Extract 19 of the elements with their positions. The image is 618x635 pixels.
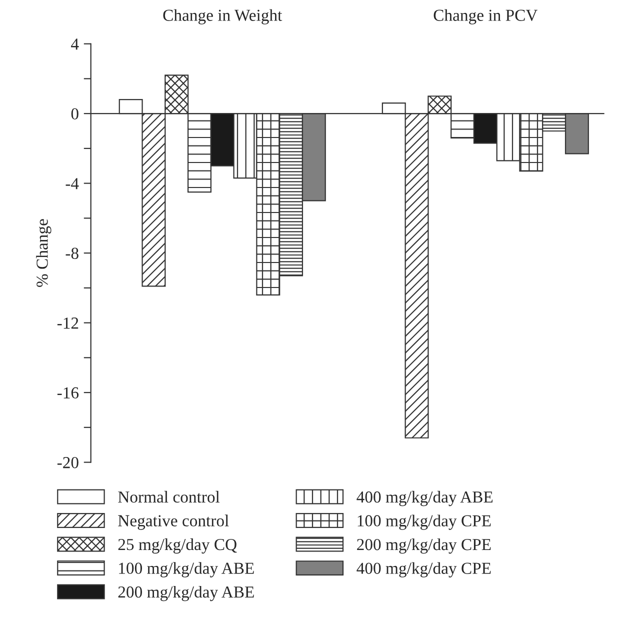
y-tick-label: -16 [57, 387, 79, 398]
y-axis-title: % Change [36, 219, 52, 287]
legend-label: Normal control [118, 490, 220, 503]
y-tick-label: -8 [66, 248, 78, 259]
legend-label: 400 mg/kg/day CPE [356, 562, 491, 578]
y-tick-label: -12 [57, 318, 78, 329]
x-tick-label: Change in PCV [434, 9, 538, 24]
legend-label: 200 mg/kg/day CPE [357, 538, 491, 554]
legend-label: 400 mg/kg/day ABE [356, 490, 493, 506]
y-tick-label: 0 [71, 108, 78, 120]
legend-label: 25 mg/kg/day CQ [118, 538, 237, 554]
legend-label: 200 mg/kg/day ABE [118, 586, 254, 602]
legend-label: 100 mg/kg/day ABE [119, 562, 254, 578]
x-tick-label: Change in Weight [163, 9, 282, 24]
y-tick-label: -4 [66, 178, 79, 190]
legend-label: Negative control [118, 514, 229, 530]
y-tick-label: 4 [71, 38, 79, 50]
y-tick-label: -20 [57, 456, 78, 468]
legend-label: 100 mg/kg/day CPE [358, 514, 491, 530]
